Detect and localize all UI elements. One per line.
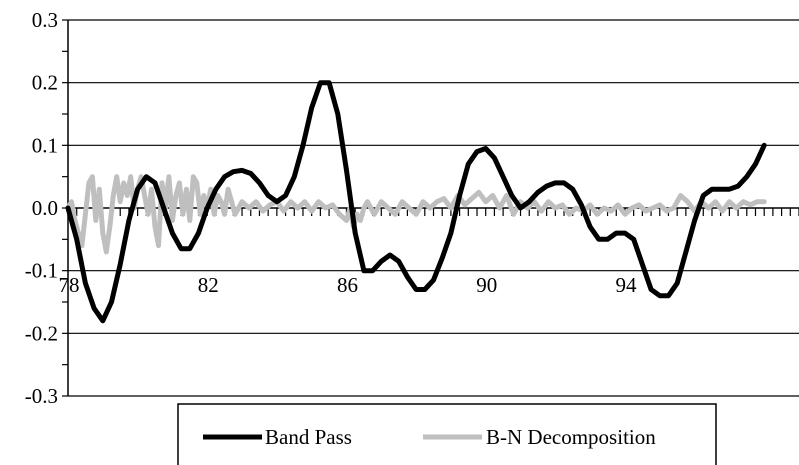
x-tick-label-2: 86 — [337, 273, 358, 297]
grid-layer — [68, 19, 799, 397]
y-tick-label-4: 0.1 — [32, 133, 58, 157]
legend-label-bn-decomposition: B-N Decomposition — [486, 425, 656, 449]
y-tick-label-6: 0.3 — [32, 8, 58, 32]
legend: Band Pass B-N Decomposition — [177, 403, 717, 465]
series-layer — [65, 80, 767, 324]
y-tick-label-5: 0.2 — [32, 71, 58, 95]
x-tick-label-1: 82 — [198, 273, 219, 297]
legend-label-band-pass: Band Pass — [265, 425, 352, 449]
series-line-band-pass — [65, 80, 767, 324]
y-tick-label-3: 0.0 — [32, 196, 58, 220]
x-axis-minor-ticks — [67, 208, 799, 216]
y-tick-label-1: -0.2 — [25, 321, 58, 345]
y-tick-label-0: -0.3 — [25, 384, 58, 408]
x-tick-label-0: 78 — [59, 273, 80, 297]
y-tick-label-2: -0.1 — [25, 259, 58, 283]
x-tick-label-3: 90 — [476, 273, 497, 297]
x-tick-label-4: 94 — [615, 273, 637, 297]
